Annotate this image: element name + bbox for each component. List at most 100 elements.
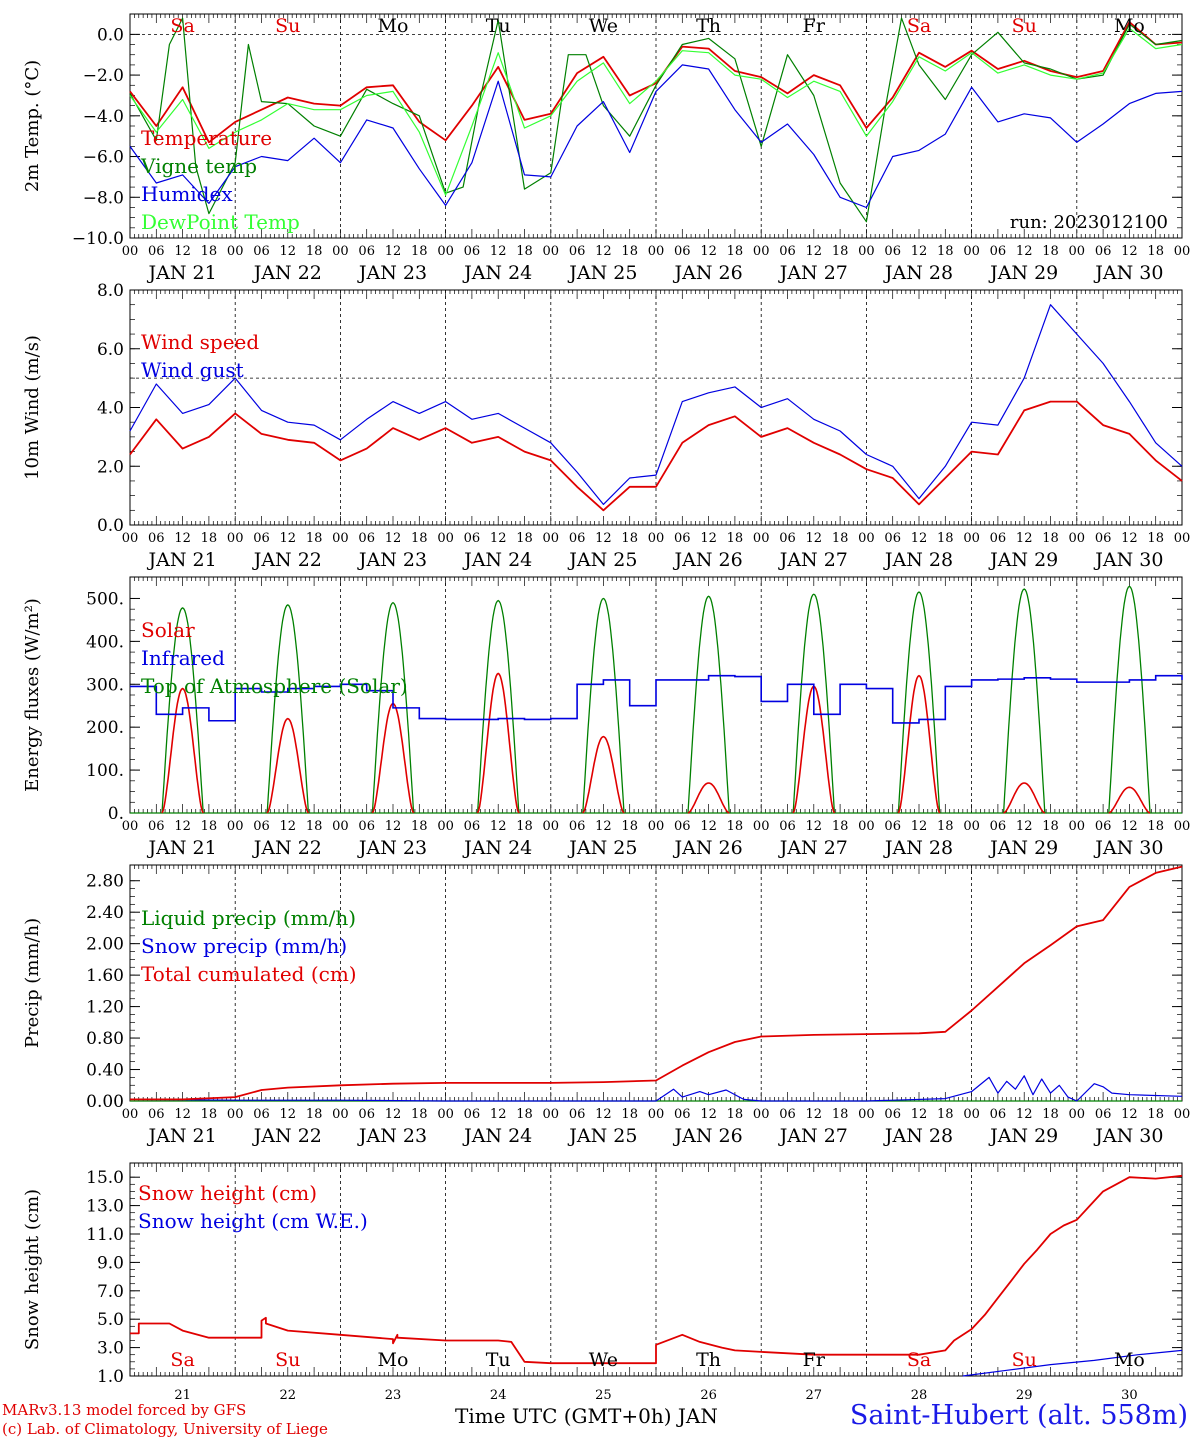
hour-label: 06 bbox=[990, 1107, 1007, 1122]
hour-label: 00 bbox=[227, 819, 244, 834]
hour-label: 12 bbox=[385, 819, 402, 834]
hour-label: 18 bbox=[832, 531, 849, 546]
hour-label: 12 bbox=[1016, 244, 1033, 259]
station-name: Saint-Hubert (alt. 558m) bbox=[849, 1400, 1188, 1431]
y-tick-label: 2.80 bbox=[86, 872, 124, 892]
day-label: JAN 28 bbox=[883, 262, 953, 284]
hour-label: 06 bbox=[569, 531, 586, 546]
hour-label: 00 bbox=[122, 819, 139, 834]
legend-entry: Snow height (cm W.E.) bbox=[138, 1209, 368, 1233]
weekday-label-bottom: Sa bbox=[907, 1349, 931, 1371]
hour-label: 18 bbox=[727, 819, 744, 834]
hour-label: 00 bbox=[1069, 1107, 1086, 1122]
hour-label: 06 bbox=[253, 819, 270, 834]
hour-label: 12 bbox=[280, 244, 297, 259]
day-label: JAN 23 bbox=[357, 1125, 427, 1147]
y-tick-label: 1.60 bbox=[86, 966, 124, 986]
day-label: JAN 29 bbox=[988, 549, 1058, 571]
hour-label: 18 bbox=[516, 819, 533, 834]
hour-label: 06 bbox=[148, 244, 165, 259]
day-label: JAN 26 bbox=[673, 1125, 743, 1147]
hour-label: 18 bbox=[411, 531, 428, 546]
hour-label: 18 bbox=[306, 1107, 323, 1122]
day-label: JAN 22 bbox=[252, 262, 322, 284]
weekday-label-top: Mo bbox=[378, 15, 409, 37]
legend-entry: Snow height (cm) bbox=[138, 1181, 317, 1205]
day-label: JAN 26 bbox=[673, 262, 743, 284]
hour-label: 06 bbox=[884, 819, 901, 834]
weekday-label-top: We bbox=[589, 15, 618, 37]
legend-entry: Wind speed bbox=[141, 330, 259, 354]
hour-label: 18 bbox=[621, 244, 638, 259]
hour-label: 18 bbox=[1147, 819, 1164, 834]
day-label: JAN 29 bbox=[988, 1125, 1058, 1147]
hour-label: 18 bbox=[727, 244, 744, 259]
hour-label: 06 bbox=[779, 1107, 796, 1122]
hour-label: 00 bbox=[1069, 244, 1086, 259]
hour-label: 12 bbox=[1016, 1107, 1033, 1122]
hour-label: 12 bbox=[806, 531, 823, 546]
hour-label: 06 bbox=[358, 1107, 375, 1122]
day-number: 28 bbox=[911, 1388, 928, 1403]
day-label: JAN 26 bbox=[673, 837, 743, 859]
hour-label: 18 bbox=[306, 531, 323, 546]
y-tick-label: 7.0 bbox=[97, 1282, 124, 1302]
day-number: 30 bbox=[1121, 1388, 1138, 1403]
series-wind-gust bbox=[129, 304, 1183, 505]
day-label: JAN 22 bbox=[252, 1125, 322, 1147]
hour-label: 12 bbox=[595, 244, 612, 259]
hour-label: 06 bbox=[148, 1107, 165, 1122]
legend-entry: DewPoint Temp bbox=[141, 210, 300, 234]
model-credit: MARv3.13 model forced by GFS bbox=[2, 1401, 247, 1419]
day-label: JAN 22 bbox=[252, 837, 322, 859]
hour-label: 12 bbox=[280, 819, 297, 834]
day-label: JAN 24 bbox=[462, 837, 532, 859]
hour-label: 00 bbox=[963, 531, 980, 546]
day-label: JAN 25 bbox=[567, 837, 637, 859]
y-tick-label: 11.0 bbox=[86, 1225, 124, 1245]
hour-label: 00 bbox=[122, 531, 139, 546]
hour-label: 00 bbox=[858, 531, 875, 546]
hour-label: 18 bbox=[516, 244, 533, 259]
hour-label: 12 bbox=[1121, 244, 1138, 259]
hour-label: 12 bbox=[385, 244, 402, 259]
hour-label: 18 bbox=[1042, 531, 1059, 546]
hour-label: 00 bbox=[543, 531, 560, 546]
hour-label: 12 bbox=[806, 1107, 823, 1122]
y-tick-label: 0.40 bbox=[86, 1061, 124, 1081]
day-number: 29 bbox=[1016, 1388, 1033, 1403]
hour-label: 06 bbox=[884, 531, 901, 546]
hour-label: 12 bbox=[911, 819, 928, 834]
y-tick-label: 300. bbox=[86, 675, 124, 695]
day-label: JAN 27 bbox=[778, 549, 848, 571]
y-tick-label: 0.0 bbox=[97, 516, 124, 536]
hour-label: 06 bbox=[674, 1107, 691, 1122]
y-tick-label: 1.0 bbox=[97, 1367, 124, 1387]
series-snow-precip-mm-h bbox=[129, 1075, 1183, 1102]
hour-label: 06 bbox=[990, 819, 1007, 834]
weekday-label-bottom: Sa bbox=[170, 1349, 194, 1371]
hour-label: 00 bbox=[1069, 531, 1086, 546]
hour-label: 00 bbox=[543, 244, 560, 259]
hour-label: 00 bbox=[753, 531, 770, 546]
hour-label: 18 bbox=[1147, 244, 1164, 259]
weekday-label-bottom: Mo bbox=[1114, 1349, 1145, 1371]
day-label: JAN 24 bbox=[462, 1125, 532, 1147]
hour-label: 00 bbox=[543, 1107, 560, 1122]
hour-label: 12 bbox=[174, 244, 191, 259]
hour-label: 18 bbox=[306, 819, 323, 834]
day-label: JAN 24 bbox=[462, 262, 532, 284]
hour-label: 12 bbox=[911, 531, 928, 546]
y-tick-label: 0.00 bbox=[86, 1092, 124, 1112]
hour-label: 12 bbox=[806, 819, 823, 834]
hour-label: 18 bbox=[1042, 1107, 1059, 1122]
y-tick-label: 0. bbox=[108, 804, 124, 824]
hour-label: 12 bbox=[174, 819, 191, 834]
hour-label: 06 bbox=[253, 1107, 270, 1122]
lab-credit: (c) Lab. of Climatology, University of L… bbox=[2, 1420, 328, 1438]
day-label: JAN 23 bbox=[357, 262, 427, 284]
hour-label: 18 bbox=[411, 244, 428, 259]
y-tick-label: −6.0 bbox=[83, 148, 124, 168]
hour-label: 12 bbox=[1121, 531, 1138, 546]
hour-label: 12 bbox=[280, 531, 297, 546]
